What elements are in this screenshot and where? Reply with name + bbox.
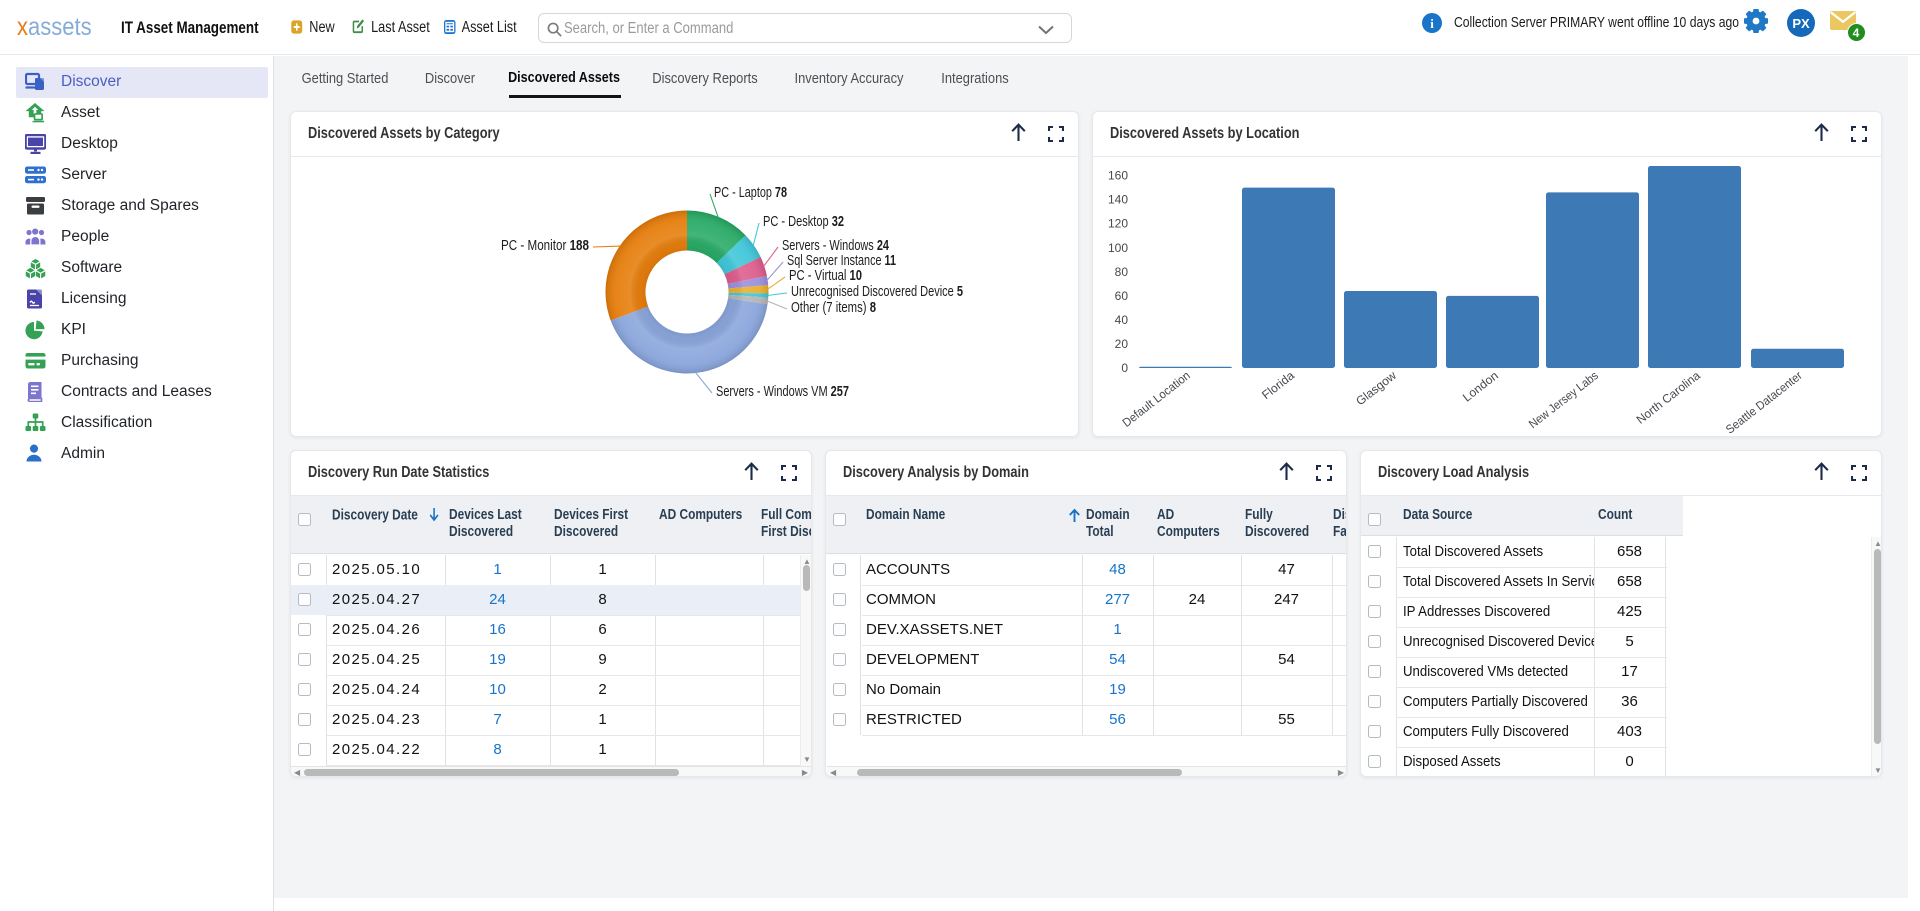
svg-text:PC - Monitor 188: PC - Monitor 188 [501,238,589,254]
svg-text:Servers - Windows VM 257: Servers - Windows VM 257 [716,384,849,400]
svg-text:100: 100 [1108,241,1128,255]
svg-text:Default Location: Default Location [1120,368,1193,430]
svg-text:London: London [1460,368,1501,404]
svg-text:New Jersey Labs: New Jersey Labs [1526,368,1601,431]
svg-text:PC - Laptop 78: PC - Laptop 78 [714,185,787,201]
svg-text:Unrecognised Discovered Device: Unrecognised Discovered Device 5 [791,284,963,300]
svg-text:40: 40 [1115,313,1129,327]
svg-text:120: 120 [1108,217,1128,231]
svg-text:Other (7 items) 8: Other (7 items) 8 [791,300,876,316]
svg-text:PC - Desktop 32: PC - Desktop 32 [763,214,844,230]
svg-text:Glasgow: Glasgow [1353,368,1399,408]
svg-text:160: 160 [1108,169,1128,183]
svg-text:Seattle Datacenter: Seattle Datacenter [1723,368,1805,436]
svg-text:Sql Server Instance 11: Sql Server Instance 11 [787,253,896,269]
svg-text:0: 0 [1121,361,1128,375]
svg-text:PC - Virtual 10: PC - Virtual 10 [789,268,862,284]
svg-text:20: 20 [1115,337,1129,351]
svg-text:140: 140 [1108,193,1128,207]
svg-text:60: 60 [1115,289,1129,303]
svg-text:North Carolina: North Carolina [1634,368,1704,427]
svg-text:80: 80 [1115,265,1129,279]
svg-text:Florida: Florida [1259,368,1297,402]
svg-text:Servers - Windows 24: Servers - Windows 24 [782,238,890,254]
